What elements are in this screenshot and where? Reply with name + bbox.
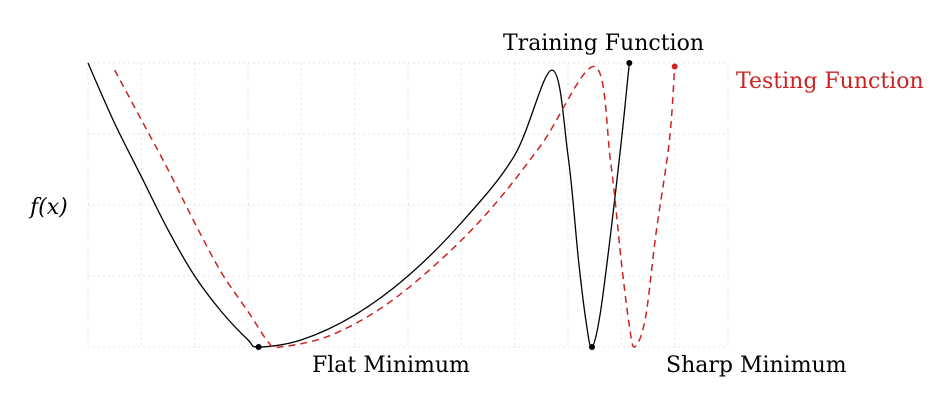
training-function-label: Training Function <box>503 31 704 56</box>
y-axis-label: f(x) <box>28 195 68 220</box>
training-end-point <box>626 60 633 66</box>
testing-end-point <box>671 63 678 70</box>
flat-minimum-label: Flat Minimum <box>312 353 470 378</box>
grid <box>87 62 729 348</box>
sharp-minimum-point <box>589 344 595 350</box>
flat-minimum-point <box>255 344 262 350</box>
training-function-line <box>87 62 630 348</box>
curves <box>87 62 676 349</box>
sharp-minimum-label: Sharp Minimum <box>666 353 847 378</box>
testing-function-line <box>114 65 676 349</box>
markers <box>255 60 678 350</box>
testing-function-label: Testing Function <box>736 69 924 94</box>
